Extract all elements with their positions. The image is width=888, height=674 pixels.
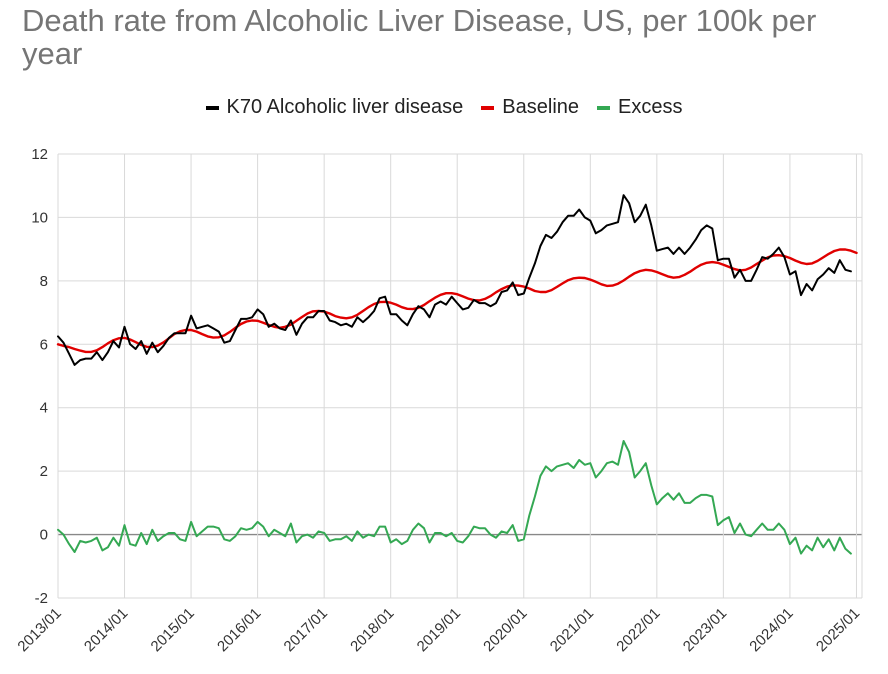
legend-label-k70: K70 Alcoholic liver disease	[226, 96, 464, 118]
series-lines	[56, 194, 858, 555]
y-axis: 12 10 8 6 4 2 0 -2	[31, 146, 48, 607]
x-tick-label: 2017/01	[281, 605, 331, 655]
y-tick-label: 12	[31, 146, 48, 163]
x-tick-label: 2021/01	[547, 605, 597, 655]
x-tick-label: 2019/01	[414, 605, 464, 655]
y-tick-label: 0	[40, 527, 48, 544]
legend-swatch-k70	[205, 105, 219, 110]
x-tick-label: 2015/01	[148, 605, 198, 655]
y-tick-label: 8	[40, 273, 48, 290]
y-tick-label: 4	[40, 400, 48, 417]
x-tick-label: 2020/01	[480, 605, 530, 655]
series-baseline-line	[56, 248, 858, 354]
legend-swatch-baseline	[481, 105, 495, 110]
x-tick-label: 2025/01	[813, 605, 863, 655]
legend-label-baseline: Baseline	[502, 96, 580, 118]
y-tick-label: 6	[40, 336, 48, 353]
x-tick-label: 2016/01	[214, 605, 264, 655]
y-tick-label: 2	[40, 463, 48, 480]
series-k70-line	[57, 194, 852, 366]
legend-label-excess: Excess	[618, 96, 683, 118]
x-tick-label: 2018/01	[347, 605, 397, 655]
x-tick-label: 2013/01	[14, 605, 64, 655]
grid	[57, 153, 863, 599]
x-axis: 2013/01 2014/01 2015/01 2016/01 2017/01 2018/…	[14, 605, 863, 655]
x-tick-label: 2022/01	[613, 605, 663, 655]
y-tick-label: 10	[31, 209, 48, 226]
legend-item-baseline[interactable]: Baseline	[481, 96, 579, 119]
x-tick-label: 2014/01	[81, 605, 131, 655]
legend-item-k70[interactable]: K70 Alcoholic liver disease	[205, 96, 464, 119]
chart-title: Death rate from Alcoholic Liver Disease,…	[22, 3, 817, 71]
series-excess-line	[57, 440, 852, 555]
x-tick-label: 2023/01	[680, 605, 730, 655]
legend: K70 Alcoholic liver disease Baseline Exc…	[0, 96, 888, 119]
y-tick-label: -2	[35, 590, 48, 607]
legend-item-excess[interactable]: Excess	[597, 96, 682, 119]
x-tick-label: 2024/01	[746, 605, 796, 655]
legend-swatch-excess	[597, 105, 611, 110]
